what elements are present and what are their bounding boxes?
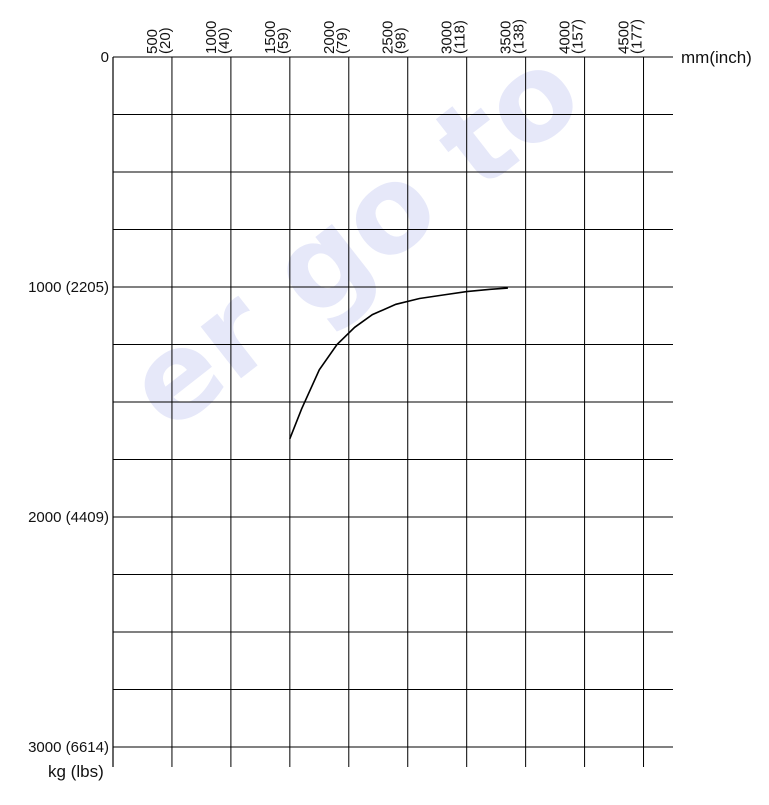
- x-tick-label: 500(20): [144, 27, 174, 54]
- x-tick-label: 4000(157): [557, 19, 587, 54]
- x-tick-mm: 4000: [557, 21, 574, 54]
- x-tick-mm: 4500: [616, 21, 633, 54]
- load-curve-line: [289, 287, 508, 440]
- x-tick-label: 2500(98): [380, 21, 410, 54]
- x-tick-mm: 2500: [380, 21, 397, 54]
- y-tick-label: 3000 (6614): [28, 739, 109, 756]
- x-tick-label: 3500(138): [498, 19, 528, 54]
- x-tick-inch: (157): [570, 19, 587, 54]
- series: [289, 287, 508, 440]
- y-axis-unit-label: kg (lbs): [48, 762, 104, 781]
- x-tick-mm: 1500: [262, 21, 279, 54]
- tick-labels: 500(20) 1000(40) 1500(59) 2000(79) 2500(98) 3…: [28, 19, 645, 756]
- x-tick-label: 1000(40): [203, 21, 233, 54]
- x-tick-label: 4500(177): [616, 19, 646, 54]
- x-tick-mm: 3500: [498, 21, 515, 54]
- x-tick-mm: 2000: [321, 21, 338, 54]
- x-tick-inch: (118): [452, 20, 469, 54]
- x-tick-label: 2000(79): [321, 21, 351, 54]
- x-tick-inch: (177): [629, 19, 646, 54]
- x-tick-inch: (40): [216, 27, 233, 54]
- x-tick-label: 1500(59): [262, 21, 292, 54]
- x-tick-mm: 3000: [439, 21, 456, 54]
- x-tick-mm: 500: [144, 29, 161, 54]
- grid: [112, 56, 673, 767]
- y-tick-label: 2000 (4409): [28, 509, 109, 526]
- x-axis-unit-label: mm(inch): [681, 48, 752, 67]
- x-tick-label: 3000(118): [439, 20, 469, 54]
- watermark-text: er go to: [101, 20, 606, 457]
- watermark: er go to: [101, 20, 606, 457]
- x-tick-inch: (20): [157, 27, 174, 54]
- x-tick-inch: (59): [275, 27, 292, 54]
- x-tick-mm: 1000: [203, 21, 220, 54]
- x-tick-inch: (79): [334, 27, 351, 54]
- y-tick-label: 0: [101, 49, 109, 66]
- x-tick-inch: (98): [393, 27, 410, 54]
- y-tick-label: 1000 (2205): [28, 279, 109, 296]
- x-tick-inch: (138): [511, 19, 528, 54]
